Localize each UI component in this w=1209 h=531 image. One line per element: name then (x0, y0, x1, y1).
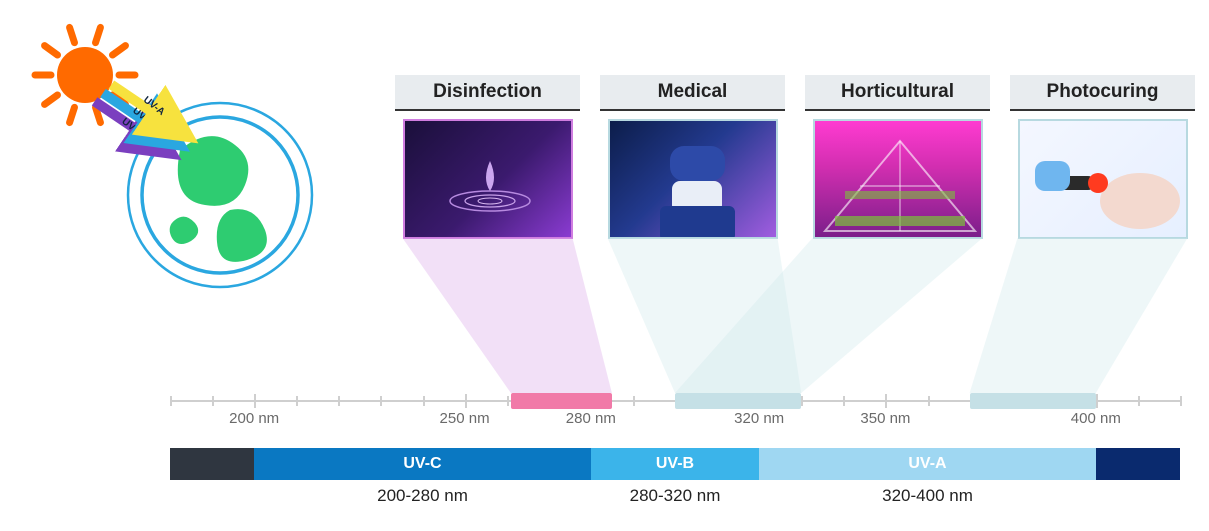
band-edge (1096, 448, 1180, 480)
app-image-medical (608, 119, 778, 239)
sun-earth-illustration: UV-CUV-BUV-A (30, 20, 330, 300)
axis-highlight (511, 393, 612, 409)
axis-tick (928, 396, 930, 406)
axis-tick (885, 394, 887, 408)
beam-medical (608, 238, 802, 393)
band-uv-b: UV-B (591, 448, 759, 480)
band-edge (170, 448, 254, 480)
axis-tick (296, 396, 298, 406)
axis-tick-label: 280 nm (566, 410, 616, 427)
axis-tick-label: 250 nm (440, 410, 490, 427)
band-range-label: 280-320 nm (630, 486, 721, 506)
band-range-label: 200-280 nm (377, 486, 468, 506)
app-label: Photocuring (1010, 75, 1195, 111)
band-uv-c: UV-C (254, 448, 591, 480)
band-range-label: 320-400 nm (882, 486, 973, 506)
spectrum: 200 nm250 nm280 nm320 nm350 nm400 nm UV-… (170, 390, 1180, 510)
app-label: Medical (600, 75, 785, 111)
axis-tick-label: 200 nm (229, 410, 279, 427)
sun-earth-svg: UV-CUV-BUV-A (30, 20, 330, 300)
app-label: Horticultural (805, 75, 990, 111)
uv-band-row: UV-CUV-BUV-A (170, 448, 1180, 480)
axis-tick (338, 396, 340, 406)
axis-tick (801, 396, 803, 406)
axis-tick (843, 396, 845, 406)
app-image-horticultural (813, 119, 983, 239)
axis-highlight (675, 393, 801, 409)
axis-tick-label: 400 nm (1071, 410, 1121, 427)
axis-highlight (970, 393, 1096, 409)
axis-tick (170, 396, 172, 406)
axis-tick (380, 396, 382, 406)
app-card-photocuring: Photocuring (1010, 75, 1195, 239)
axis-tick (423, 396, 425, 406)
axis-tick (212, 396, 214, 406)
band-uv-a: UV-A (759, 448, 1096, 480)
axis-tick-label: 320 nm (734, 410, 784, 427)
axis-tick (1096, 394, 1098, 408)
app-image-photocuring (1018, 119, 1188, 239)
axis-tick (633, 396, 635, 406)
applications-row: Disinfection Medical Horticultural Photocu… (395, 75, 1195, 239)
axis-tick (507, 396, 509, 406)
beam-disinfection (403, 238, 612, 393)
app-label: Disinfection (395, 75, 580, 111)
axis-tick (1138, 396, 1140, 406)
beam-photocuring (970, 238, 1188, 393)
app-card-horticultural: Horticultural (805, 75, 990, 239)
app-image-disinfection (403, 119, 573, 239)
axis-tick (1180, 396, 1182, 406)
app-card-disinfection: Disinfection (395, 75, 580, 239)
wavelength-axis: 200 nm250 nm280 nm320 nm350 nm400 nm (170, 390, 1180, 420)
beam-horticultural (675, 238, 983, 393)
range-labels-row: 200-280 nm 280-320 nm 320-400 nm (170, 486, 1180, 510)
axis-tick (465, 394, 467, 408)
app-card-medical: Medical (600, 75, 785, 239)
axis-tick (254, 394, 256, 408)
axis-tick-label: 350 nm (860, 410, 910, 427)
